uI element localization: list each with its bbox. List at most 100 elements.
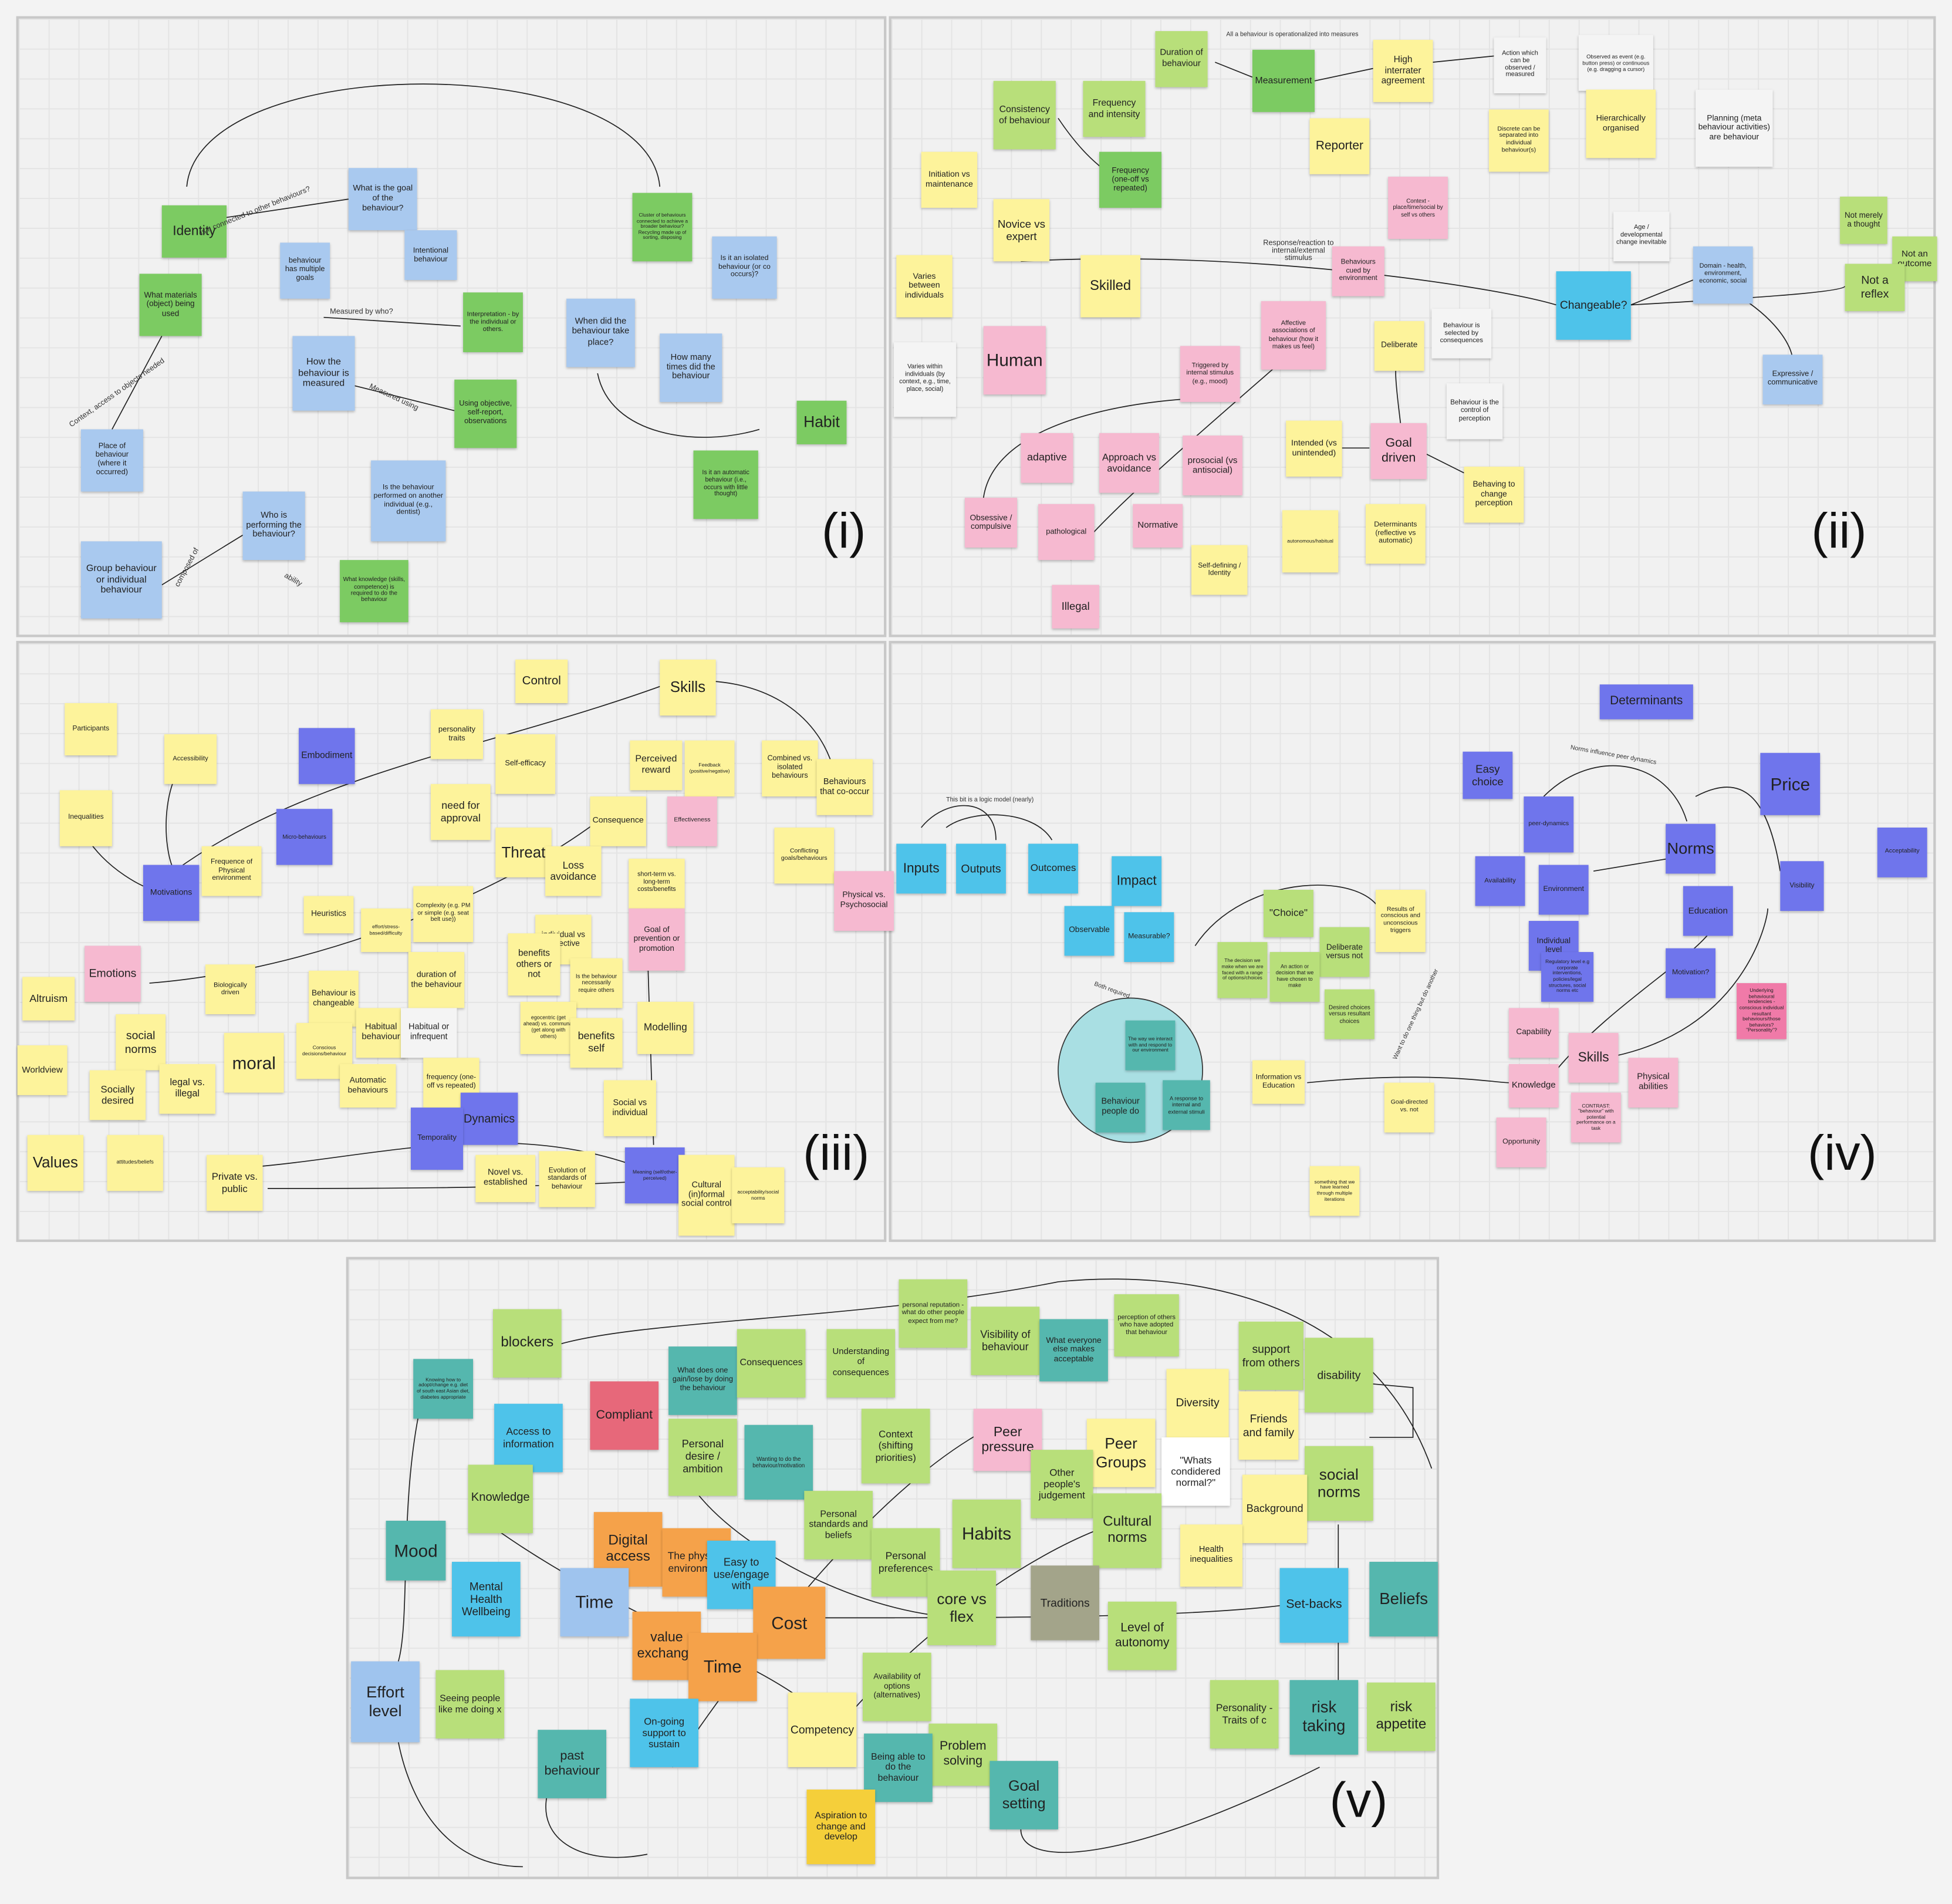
- sticky-note: Physical abilities: [1628, 1058, 1679, 1108]
- connector: [1194, 885, 1509, 1083]
- sticky-note: Availability of options (alternatives): [862, 1652, 931, 1721]
- sticky-note: Habitual or infrequent: [401, 1008, 457, 1058]
- sticky-note: Consequences: [737, 1329, 806, 1398]
- sticky-note: Time: [688, 1632, 757, 1702]
- sticky-note: Norms: [1666, 823, 1716, 874]
- sticky-note: Diversity: [1166, 1369, 1229, 1437]
- sticky-note: Aspiration to change and develop: [806, 1789, 876, 1865]
- sticky-note: egocentric (get ahead) vs. communal (get…: [520, 1001, 577, 1054]
- sticky-note: perception of others who have adopted th…: [1114, 1294, 1179, 1357]
- sticky-note: Feedback (positive/negative): [684, 740, 735, 796]
- connector: [112, 336, 163, 430]
- sticky-note: attitudes/beliefs: [107, 1135, 163, 1191]
- sticky-note: Outputs: [956, 843, 1006, 894]
- sticky-note: What is the goal of the behaviour?: [348, 168, 417, 231]
- sticky-note: core vs flex: [927, 1570, 996, 1646]
- sticky-note: What knowledge (skills, competence) is r…: [340, 560, 408, 623]
- connector-label: This bit is a logic model (nearly): [946, 796, 1034, 804]
- sticky-note: Frequence of Physical environment: [201, 846, 262, 896]
- sticky-note: What everyone else makes acceptable: [1039, 1319, 1108, 1382]
- sticky-note: Wanting to do the behaviour/motivation: [744, 1424, 813, 1500]
- sticky-note: Deliberate versus not: [1319, 927, 1370, 977]
- sticky-note: Desired choices versus resultant choices: [1324, 989, 1374, 1039]
- sticky-note: adaptive: [1021, 433, 1073, 483]
- sticky-note: Underlying behavioural tendencies - cons…: [1737, 983, 1786, 1039]
- sticky-note: social norms: [1305, 1446, 1373, 1521]
- sticky-note: Understanding of consequences: [826, 1329, 896, 1398]
- sticky-note: Conflicting goals/behaviours: [774, 827, 835, 884]
- sticky-note: Being able to do the behaviour: [864, 1733, 933, 1802]
- sticky-note: peer-dynamics: [1524, 796, 1574, 853]
- sticky-note: Is the behaviour performed on another in…: [371, 460, 446, 542]
- sticky-note: Biologically driven: [205, 964, 255, 1015]
- sticky-note: Not a reflex: [1845, 264, 1905, 312]
- sticky-note: Obsessive / compulsive: [964, 498, 1018, 548]
- sticky-note: Group behaviour or individual behaviour: [80, 541, 162, 619]
- sticky-note: Frequency and intensity: [1083, 80, 1146, 137]
- connector: [1344, 1380, 1414, 1438]
- sticky-note: Micro-behaviours: [276, 809, 333, 865]
- panel-frame: [16, 16, 887, 637]
- sticky-note: Varies between individuals: [896, 255, 953, 318]
- sticky-note: Illegal: [1052, 585, 1100, 629]
- connector: [1543, 765, 1781, 872]
- connector: [224, 198, 349, 218]
- sticky-note: Approach vs avoidance: [1099, 433, 1159, 493]
- panel-label: (iv): [1807, 1126, 1877, 1181]
- sticky-note: Cost: [753, 1586, 826, 1659]
- connector: [323, 316, 461, 327]
- sticky-note: Personality - Traits of c: [1210, 1680, 1279, 1749]
- sticky-note: Altruism: [22, 977, 75, 1021]
- sticky-note: blockers: [492, 1309, 562, 1378]
- sticky-note: Background: [1242, 1474, 1308, 1544]
- sticky-note: Identity: [161, 205, 227, 258]
- sticky-note: Participants: [65, 703, 117, 756]
- sticky-note: Interpretation - by the individual or ot…: [463, 292, 523, 353]
- sticky-note: Health inequalities: [1180, 1524, 1242, 1587]
- sticky-note: Self-efficacy: [495, 734, 556, 794]
- sticky-note: On-going support to sustain: [630, 1699, 698, 1767]
- sticky-note: Knowledge: [468, 1464, 533, 1534]
- sticky-note: Complexity (e.g. PM or simple (e.g. seat…: [413, 886, 474, 943]
- connector: [921, 805, 1053, 840]
- sticky-note: Motivation?: [1666, 948, 1716, 998]
- sticky-note: How many times did the behaviour: [660, 333, 722, 402]
- sticky-note: Goal-directed vs. not: [1384, 1082, 1434, 1133]
- sticky-note: acceptability/social norms: [732, 1167, 785, 1224]
- sticky-note: Behaviour is the control of perception: [1446, 383, 1503, 440]
- sticky-note: Traditions: [1031, 1565, 1100, 1640]
- sticky-note: Is it an automatic behaviour (i.e., occu…: [693, 450, 758, 519]
- sticky-note: Changeable?: [1556, 271, 1631, 340]
- sticky-note: Results of conscious and unconscious tri…: [1375, 890, 1426, 953]
- sticky-note: Planning (meta behaviour activities) are…: [1696, 89, 1773, 167]
- sticky-note: Intended (vs unintended): [1286, 420, 1342, 477]
- sticky-note: Skilled: [1080, 255, 1141, 318]
- sticky-note: Modelling: [637, 1001, 694, 1054]
- sticky-note: Knowing how to adopt/change e.g. diet of…: [413, 1359, 474, 1419]
- sticky-note: Heuristics: [303, 896, 354, 934]
- sticky-note: Determinants (reflective vs automatic): [1365, 504, 1426, 564]
- sticky-note: autonomous/habitual: [1282, 510, 1339, 573]
- sticky-note: Duration of behaviour: [1155, 31, 1208, 87]
- sticky-note: Beliefs: [1369, 1561, 1438, 1637]
- sticky-note: An action or decision that we have chose…: [1269, 952, 1320, 1002]
- sticky-note: A response to internal and external stim…: [1163, 1080, 1210, 1130]
- sticky-note: Deliberate: [1374, 321, 1424, 371]
- sticky-note: personality traits: [430, 709, 484, 759]
- sticky-note: Skills: [1568, 1032, 1619, 1083]
- sticky-note: Socially desired: [89, 1070, 146, 1120]
- sticky-note: Effort level: [351, 1661, 420, 1743]
- sticky-note: Set-backs: [1279, 1568, 1349, 1643]
- sticky-note: How the behaviour is measured: [292, 336, 355, 411]
- sticky-note: Emotions: [85, 946, 141, 1002]
- sticky-note: legal vs. illegal: [159, 1064, 215, 1114]
- sticky-note: Control: [515, 659, 568, 703]
- connector-label: Measured by who?: [330, 308, 393, 316]
- sticky-note: effort/stress-based/difficulty: [361, 908, 411, 953]
- sticky-note: Habitual behaviour: [356, 1008, 406, 1058]
- sticky-note: Behaviours cued by environment: [1332, 246, 1384, 296]
- sticky-note: Regulatory level e.g corporate intervent…: [1541, 952, 1594, 1002]
- sticky-note: Seeing people like me doing x: [435, 1670, 505, 1739]
- sticky-note: Inputs: [896, 843, 947, 894]
